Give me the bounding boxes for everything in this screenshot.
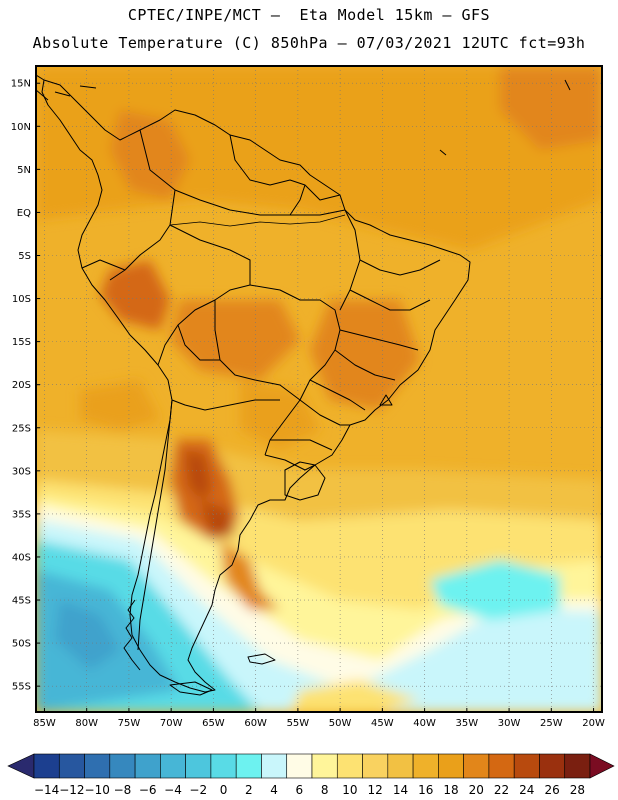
colorbar-swatch — [134, 753, 161, 779]
colorbar-low-arrow — [7, 753, 35, 779]
lat-tick-label: 20S — [12, 380, 31, 391]
lat-tick-label: 35S — [12, 509, 31, 520]
lat-tick-label: 10N — [11, 122, 31, 133]
lat-tick-label: 45S — [12, 596, 31, 607]
colorbar-swatch — [58, 753, 85, 779]
colorbar-label: 14 — [393, 783, 408, 797]
lat-tick-label: 5N — [17, 165, 31, 176]
colorbar-high-arrow — [589, 753, 615, 779]
longitude-axis: 85W 80W 75W 70W 65W 60W 55W 50W 45W 40W 35W 30W 25W 2… — [33, 708, 605, 729]
lon-tick-label: 75W — [118, 718, 141, 729]
colorbar-swatch — [84, 753, 111, 779]
lon-tick-label: 70W — [160, 718, 183, 729]
colorbar-swatch — [438, 753, 464, 779]
lat-tick-label: 55S — [12, 682, 31, 693]
lat-tick-label: 15S — [12, 337, 31, 348]
colorbar-label: 18 — [443, 783, 458, 797]
colorbar-swatch — [33, 753, 60, 779]
colorbar-swatch — [261, 753, 288, 779]
colorbar-label: 12 — [368, 783, 383, 797]
colorbar-label: −14 — [34, 783, 59, 797]
map-title-line1: CPTEC/INPE/MCT – Eta Model 15km – GFS — [127, 6, 491, 24]
colorbar-label: −10 — [85, 783, 110, 797]
colorbar-label: 0 — [220, 783, 228, 797]
lat-tick-label: EQ — [17, 208, 31, 219]
colorbar-label: −12 — [59, 783, 84, 797]
temperature-field — [36, 66, 602, 712]
colorbar-swatch — [160, 753, 186, 779]
lat-tick-label: 5S — [18, 251, 31, 262]
lat-tick-label: 10S — [12, 294, 31, 305]
colorbar-label: −6 — [139, 783, 157, 797]
lon-tick-label: 50W — [329, 718, 352, 729]
lat-tick-label: 30S — [12, 466, 31, 477]
colorbar-swatch — [488, 753, 515, 779]
lon-tick-label: 80W — [75, 718, 98, 729]
colorbar-swatch — [286, 753, 313, 779]
colorbar-swatch — [336, 753, 363, 779]
colorbar-swatch — [513, 753, 540, 779]
colorbar-swatch — [210, 753, 237, 779]
lat-tick-label: 50S — [12, 639, 31, 650]
colorbar-label: 22 — [494, 783, 509, 797]
lat-tick-label: 40S — [12, 552, 31, 563]
latitude-axis: 15N 10N 5N EQ 5S 10S 15S 20S 25S 30S 35S 40S 45S 50S 5… — [11, 79, 40, 693]
colorbar-swatch — [564, 753, 591, 779]
colorbar-swatch — [362, 753, 389, 779]
colorbar-label: 6 — [296, 783, 304, 797]
colorbar-label: 24 — [519, 783, 534, 797]
colorbar-swatch — [311, 753, 338, 779]
colorbar-label: 2 — [245, 783, 253, 797]
lon-tick-label: 85W — [33, 718, 56, 729]
lon-tick-label: 55W — [287, 718, 310, 729]
colorbar-label: 28 — [570, 783, 585, 797]
colorbar-swatch — [412, 753, 439, 779]
colorbar-label: −2 — [189, 783, 207, 797]
colorbar-swatch — [387, 753, 414, 779]
lat-tick-label: 25S — [12, 423, 31, 434]
coastline-borders — [36, 74, 571, 696]
map-title-line2: Absolute Temperature (C) 850hPa – 07/03/… — [32, 34, 586, 52]
colorbar-label: 26 — [544, 783, 559, 797]
colorbar-label: 16 — [418, 783, 433, 797]
lon-tick-label: 30W — [498, 718, 521, 729]
colorbar: −14 −12 −10 −8 −6 −4 −2 0 2 4 6 8 10 12 14 16 18 20 22 24 26… — [7, 753, 615, 797]
colorbar-swatch — [185, 753, 212, 779]
colorbar-swatch — [235, 753, 262, 779]
colorbar-label: −8 — [114, 783, 132, 797]
plot-frame — [35, 65, 603, 713]
lon-tick-label: 25W — [540, 718, 563, 729]
colorbar-swatch — [463, 753, 490, 779]
lon-tick-label: 35W — [456, 718, 479, 729]
lon-tick-label: 65W — [202, 718, 225, 729]
colorbar-label: 20 — [469, 783, 484, 797]
lon-tick-label: 45W — [371, 718, 394, 729]
lon-tick-label: 40W — [413, 718, 436, 729]
lat-tick-label: 15N — [11, 79, 31, 90]
colorbar-label: 4 — [270, 783, 278, 797]
colorbar-label: −4 — [164, 783, 182, 797]
lon-tick-label: 20W — [582, 718, 605, 729]
colorbar-swatch — [539, 753, 566, 779]
colorbar-label: 8 — [321, 783, 329, 797]
colorbar-swatch — [109, 753, 136, 779]
colorbar-label: 10 — [342, 783, 357, 797]
lon-tick-label: 60W — [244, 718, 267, 729]
